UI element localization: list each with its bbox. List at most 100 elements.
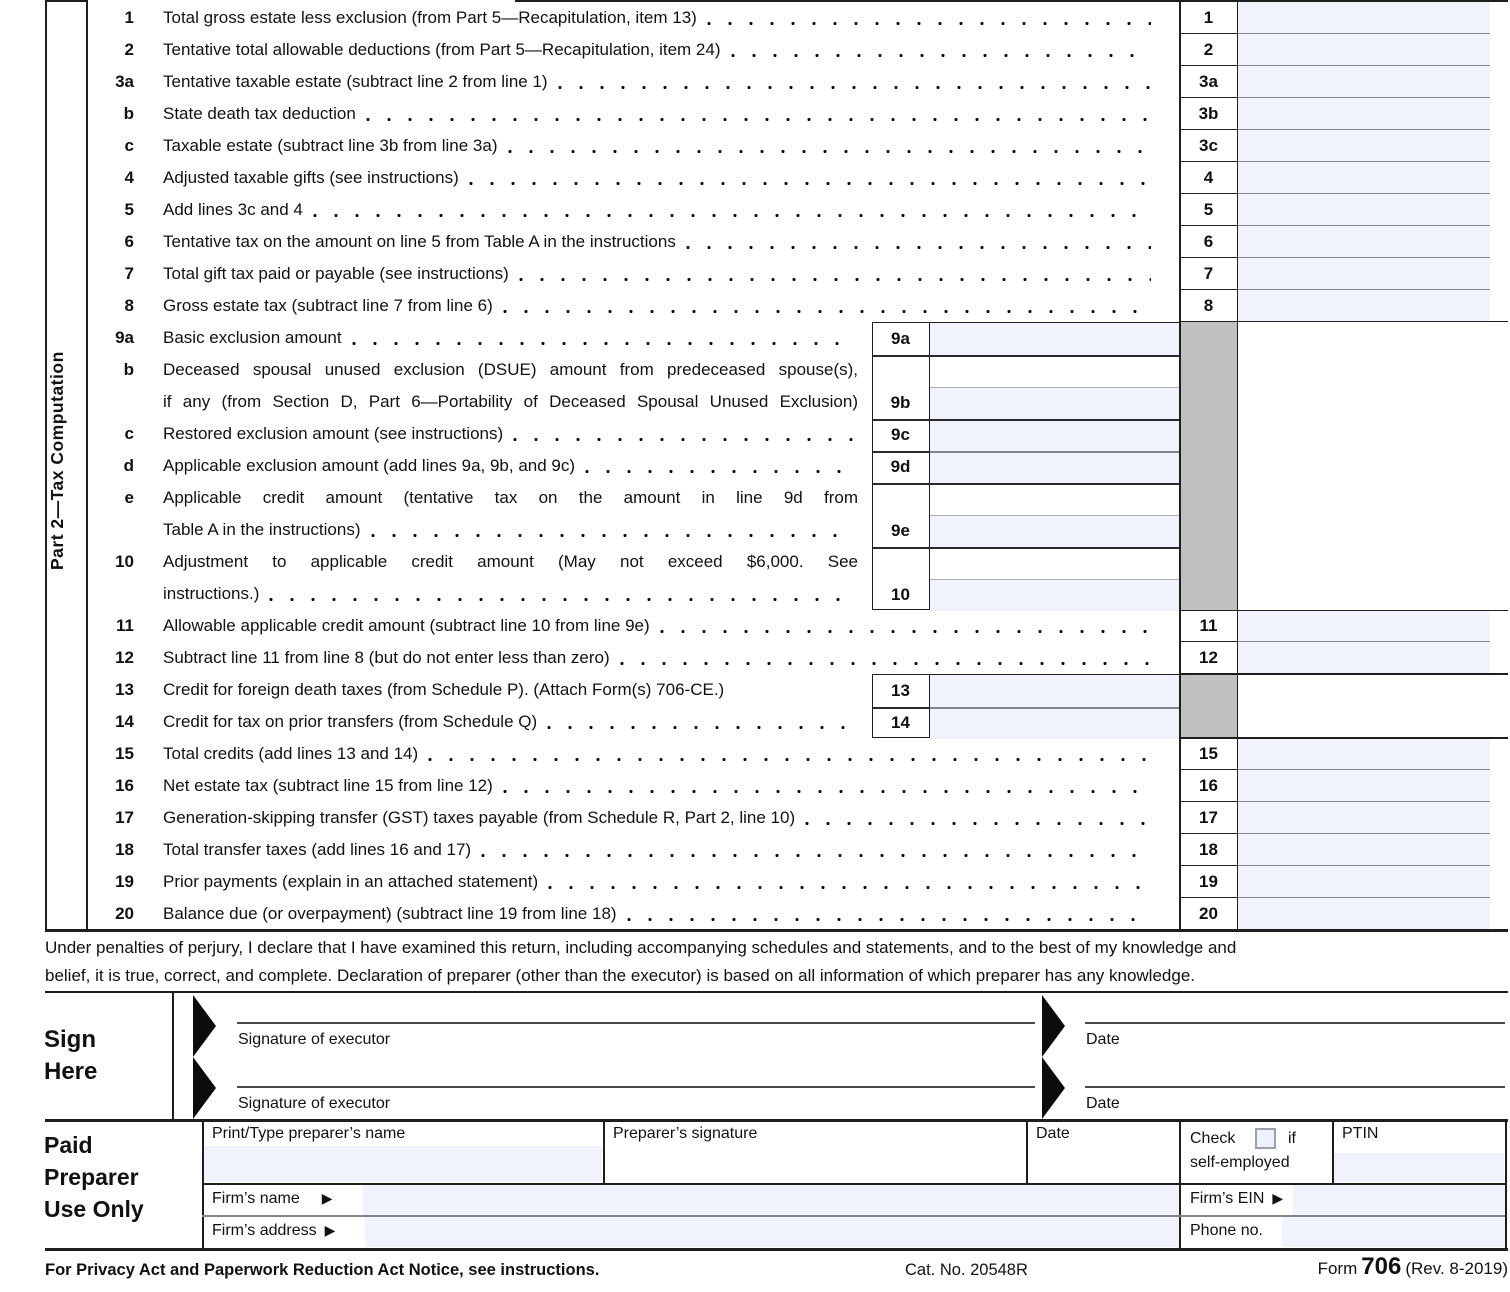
line-description: Taxable estate (subtract line 3b from li…	[163, 130, 1155, 162]
line-11-row: 11 Allowable applicable credit amount (s…	[0, 610, 1510, 642]
form-number-block: Form 706 (Rev. 8-2019)	[1318, 1255, 1508, 1279]
amount-column-left-border	[1179, 0, 1181, 930]
preparer-cell-border	[1026, 1119, 1028, 1183]
line-9e-amount-field[interactable]	[930, 515, 1179, 547]
line-3a-amount-field[interactable]	[1238, 66, 1490, 98]
line-description-text: Applicable credit amount (tentative tax …	[163, 488, 858, 507]
phone-field[interactable]	[1282, 1216, 1505, 1247]
line-18-row: 18 Total transfer taxes (add lines 16 an…	[0, 834, 1510, 866]
shaded-strip-lines-13-14	[1180, 674, 1237, 738]
line-description: Total credits (add lines 13 and 14)	[163, 738, 1155, 770]
line-7-amount-field[interactable]	[1238, 258, 1490, 290]
preparer-cell-border	[1332, 1119, 1334, 1183]
dot-leader	[705, 2, 1151, 34]
dot-leader	[625, 898, 1151, 930]
line-number: d	[123, 456, 134, 475]
line-14-amount-field[interactable]	[930, 707, 1179, 739]
line-17-amount-field[interactable]	[1238, 802, 1490, 834]
line-3b-amount-field[interactable]	[1238, 98, 1490, 130]
preparer-row-separator	[202, 1183, 1505, 1185]
line-3c-amount-field[interactable]	[1238, 130, 1490, 162]
dot-leader	[584, 450, 854, 482]
line-12-amount-field[interactable]	[1238, 642, 1490, 674]
line-description-text: Tentative total allowable deductions (fr…	[163, 40, 721, 59]
line-4-amount-field[interactable]	[1238, 162, 1490, 194]
preparer-cell-border	[603, 1119, 605, 1183]
preparer-date-label: Date	[1036, 1125, 1070, 1142]
line-13-amount-field[interactable]	[930, 675, 1179, 707]
line-19-amount-field[interactable]	[1238, 866, 1490, 898]
line-description: Applicable exclusion amount (add lines 9…	[163, 450, 858, 482]
executor-date-line-2[interactable]	[1085, 1086, 1505, 1088]
preparer-right-border	[1505, 1119, 1507, 1249]
date-arrow-icon	[1042, 1057, 1065, 1119]
preparer-signature-label: Preparer’s signature	[613, 1125, 758, 1142]
paid-preparer-title-line3: Use Only	[44, 1196, 144, 1222]
firms-ein-field[interactable]	[1293, 1184, 1505, 1215]
line-8-amount-field[interactable]	[1238, 290, 1490, 322]
line-9c-amount-field[interactable]	[930, 419, 1179, 451]
line-18-amount-field[interactable]	[1238, 834, 1490, 866]
signature-arrow-icon	[193, 1057, 216, 1119]
preparer-row-separator	[202, 1215, 1505, 1217]
line-16-amount-field[interactable]	[1238, 770, 1490, 802]
perjury-statement: Under penalties of perjury, I declare th…	[45, 934, 1487, 989]
line-number-box: 16	[1180, 770, 1237, 802]
ptin-label: PTIN	[1342, 1125, 1379, 1142]
executor-date-line-1[interactable]	[1085, 1022, 1505, 1024]
firms-name-label: Firm’s name ▶	[212, 1190, 333, 1208]
row-separator	[873, 483, 1179, 485]
line-description-text: Total gift tax paid or payable (see inst…	[163, 264, 509, 283]
preparer-name-label: Print/Type preparer’s name	[212, 1125, 406, 1142]
line8-bottom-border	[1179, 320, 1508, 323]
line-number: e	[124, 488, 134, 507]
line-description-text: Deceased spousal unused exclusion (DSUE)…	[163, 360, 858, 379]
dot-leader	[547, 866, 1151, 898]
line-6-amount-field[interactable]	[1238, 226, 1490, 258]
line-10-row: 10 Adjustment to applicable credit amoun…	[0, 546, 1510, 610]
line-7-row: 7 Total gift tax paid or payable (see in…	[0, 258, 1510, 290]
line-description-text: Tentative taxable estate (subtract line …	[163, 72, 548, 91]
firms-address-field[interactable]	[365, 1216, 1179, 1247]
line-15-amount-field[interactable]	[1238, 738, 1490, 770]
line-number-box: 7	[1180, 258, 1237, 290]
line-number: 13	[115, 680, 134, 699]
line-11-amount-field[interactable]	[1238, 610, 1490, 642]
line-10-amount-field[interactable]	[930, 579, 1179, 611]
line-number-box: 19	[1180, 866, 1237, 898]
line-5-amount-field[interactable]	[1238, 194, 1490, 226]
line-number-box: 5	[1180, 194, 1237, 226]
line-description-text: State death tax deduction	[163, 104, 356, 123]
paid-preparer-title-line2: Preparer	[44, 1164, 139, 1190]
line-1-amount-field[interactable]	[1238, 2, 1490, 34]
line-9a-amount-field[interactable]	[930, 323, 1179, 355]
line-2-amount-field[interactable]	[1238, 34, 1490, 66]
self-employed-checkbox[interactable]	[1255, 1128, 1276, 1149]
line-number-box: 10	[891, 585, 910, 604]
line-number-box: 17	[1180, 802, 1237, 834]
executor-signature-line-1[interactable]	[237, 1022, 1035, 1024]
preparer-name-field[interactable]	[204, 1146, 602, 1182]
line-20-row: 20 Balance due (or overpayment) (subtrac…	[0, 898, 1510, 930]
line-number: c	[124, 424, 134, 443]
line-9d-row: d Applicable exclusion amount (add lines…	[0, 450, 1510, 482]
line-number: b	[123, 360, 134, 379]
line-12-row: 12 Subtract line 11 from line 8 (but do …	[0, 642, 1510, 674]
line-9b-amount-field[interactable]	[930, 387, 1179, 419]
line-description-text: Taxable estate (subtract line 3b from li…	[163, 136, 498, 155]
date-label-1: Date	[1086, 1031, 1120, 1048]
line-description-text: if any (from Section D, Part 6—Portabili…	[163, 392, 858, 411]
line-description-text: instructions.)	[163, 584, 260, 603]
executor-signature-line-2[interactable]	[237, 1086, 1035, 1088]
line-9b-row: b Deceased spousal unused exclusion (DSU…	[0, 354, 1510, 418]
line-number-box: 6	[1180, 226, 1237, 258]
line-number-box: 9b	[890, 393, 911, 412]
ptin-field[interactable]	[1334, 1153, 1504, 1182]
line-description: Total gift tax paid or payable (see inst…	[163, 258, 1155, 290]
line-number-box: 3c	[1180, 130, 1237, 162]
line-number: b	[123, 104, 134, 123]
line-20-amount-field[interactable]	[1238, 898, 1490, 930]
dot-leader	[501, 770, 1151, 802]
firms-name-field[interactable]	[363, 1184, 1179, 1215]
line-9d-amount-field[interactable]	[930, 451, 1179, 483]
